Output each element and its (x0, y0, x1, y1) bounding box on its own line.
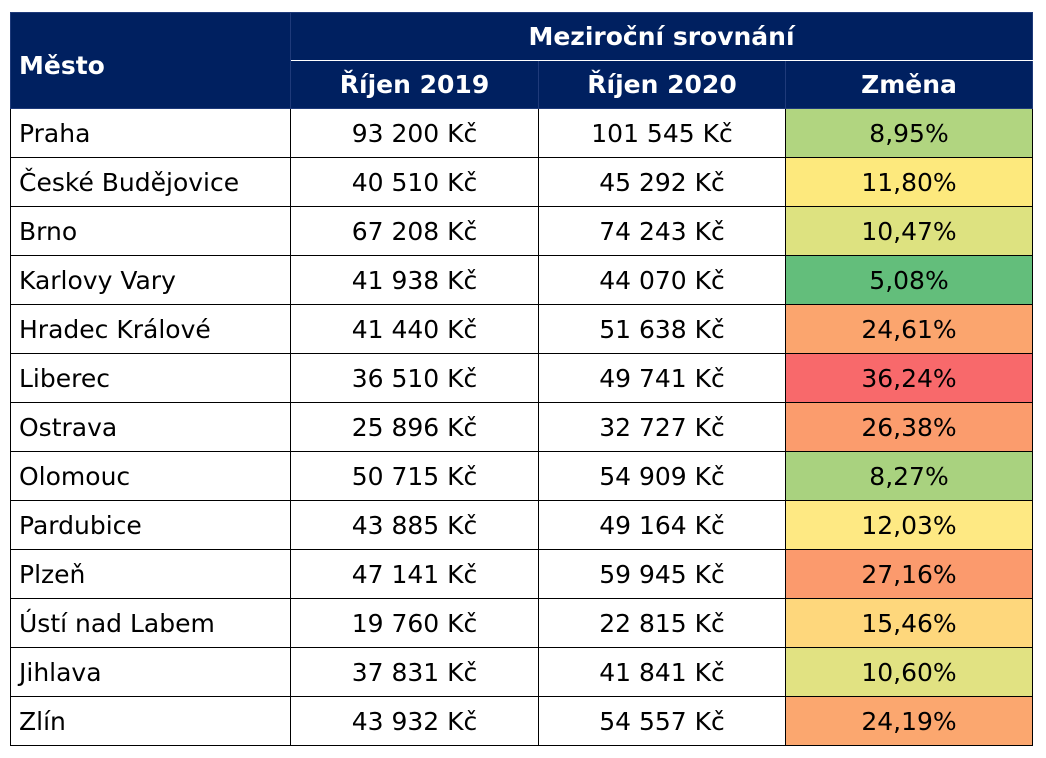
city-cell: Brno (10, 206, 291, 256)
october-2020-value: 54 909 Kč (538, 451, 786, 501)
october-2019-value: 67 208 Kč (290, 206, 539, 256)
october-2020-value: 44 070 Kč (538, 255, 786, 305)
change-value: 26,38% (784, 402, 1034, 452)
change-value: 36,24% (784, 353, 1034, 403)
october-2019-value: 41 440 Kč (290, 304, 539, 354)
change-value: 24,19% (784, 696, 1034, 746)
header-row-sub: Říjen 2019 Říjen 2020 Změna (11, 60, 1034, 109)
october-2020-value: 49 741 Kč (538, 353, 786, 403)
table-row: Brno 67 208 Kč 74 243 Kč 10,47% (10, 206, 1034, 256)
change-value: 15,46% (784, 598, 1034, 648)
city-cell: Karlovy Vary (10, 255, 291, 305)
salary-comparison-table: Město Meziroční srovnání Říjen 2019 Říje… (10, 12, 1034, 746)
city-cell: Hradec Králové (10, 304, 291, 354)
october-2020-value: 22 815 Kč (538, 598, 786, 648)
city-cell: Praha (10, 108, 291, 158)
october-2019-header: Říjen 2019 (290, 60, 539, 109)
table-row: Ostrava 25 896 Kč 32 727 Kč 26,38% (10, 402, 1034, 452)
city-cell: Pardubice (10, 500, 291, 550)
year-over-year-header: Meziroční srovnání (289, 12, 1034, 61)
change-value: 27,16% (784, 549, 1034, 599)
october-2019-value: 25 896 Kč (290, 402, 539, 452)
october-2020-value: 74 243 Kč (538, 206, 786, 256)
october-2019-value: 36 510 Kč (290, 353, 539, 403)
change-value: 10,60% (784, 647, 1034, 697)
change-value: 10,47% (784, 206, 1034, 256)
october-2019-value: 19 760 Kč (290, 598, 539, 648)
change-header: Změna (784, 60, 1034, 109)
table-row: Olomouc 50 715 Kč 54 909 Kč 8,27% (10, 451, 1034, 501)
header-row-top: Město Meziroční srovnání (10, 12, 1034, 109)
change-value: 12,03% (784, 500, 1034, 550)
october-2019-value: 37 831 Kč (290, 647, 539, 697)
table-row: Liberec 36 510 Kč 49 741 Kč 36,24% (10, 353, 1034, 403)
october-2020-value: 32 727 Kč (538, 402, 786, 452)
october-2020-header: Říjen 2020 (538, 60, 786, 109)
table-row: Ústí nad Labem 19 760 Kč 22 815 Kč 15,46% (10, 598, 1034, 648)
october-2020-value: 49 164 Kč (538, 500, 786, 550)
october-2019-value: 93 200 Kč (290, 108, 539, 158)
city-cell: Olomouc (10, 451, 291, 501)
october-2020-value: 101 545 Kč (538, 108, 786, 158)
city-cell: Zlín (10, 696, 291, 746)
city-cell: Liberec (10, 353, 291, 403)
october-2020-value: 59 945 Kč (538, 549, 786, 599)
city-cell: Plzeň (10, 549, 291, 599)
table-row: Plzeň 47 141 Kč 59 945 Kč 27,16% (10, 549, 1034, 599)
october-2019-value: 43 932 Kč (290, 696, 539, 746)
city-cell: Ostrava (10, 402, 291, 452)
city-cell: Jihlava (10, 647, 291, 697)
table-row: Jihlava 37 831 Kč 41 841 Kč 10,60% (10, 647, 1034, 697)
october-2019-value: 50 715 Kč (290, 451, 539, 501)
table-row: Hradec Králové 41 440 Kč 51 638 Kč 24,61% (10, 304, 1034, 354)
city-column-header: Město (10, 12, 291, 109)
table-row: České Budějovice 40 510 Kč 45 292 Kč 11,80% (10, 157, 1034, 207)
city-cell: Ústí nad Labem (10, 598, 291, 648)
october-2019-value: 40 510 Kč (290, 157, 539, 207)
october-2020-value: 41 841 Kč (538, 647, 786, 697)
change-value: 5,08% (784, 255, 1034, 305)
table-row: Pardubice 43 885 Kč 49 164 Kč 12,03% (10, 500, 1034, 550)
october-2020-value: 51 638 Kč (538, 304, 786, 354)
october-2020-value: 54 557 Kč (538, 696, 786, 746)
change-value: 8,95% (784, 108, 1034, 158)
october-2019-value: 47 141 Kč (290, 549, 539, 599)
change-value: 8,27% (784, 451, 1034, 501)
october-2019-value: 43 885 Kč (290, 500, 539, 550)
october-2020-value: 45 292 Kč (538, 157, 786, 207)
city-cell: České Budějovice (10, 157, 291, 207)
table-row: Karlovy Vary 41 938 Kč 44 070 Kč 5,08% (10, 255, 1034, 305)
table-row: Zlín 43 932 Kč 54 557 Kč 24,19% (10, 696, 1034, 746)
october-2019-value: 41 938 Kč (290, 255, 539, 305)
change-value: 24,61% (784, 304, 1034, 354)
change-value: 11,80% (784, 157, 1034, 207)
table-row: Praha 93 200 Kč 101 545 Kč 8,95% (10, 108, 1034, 158)
